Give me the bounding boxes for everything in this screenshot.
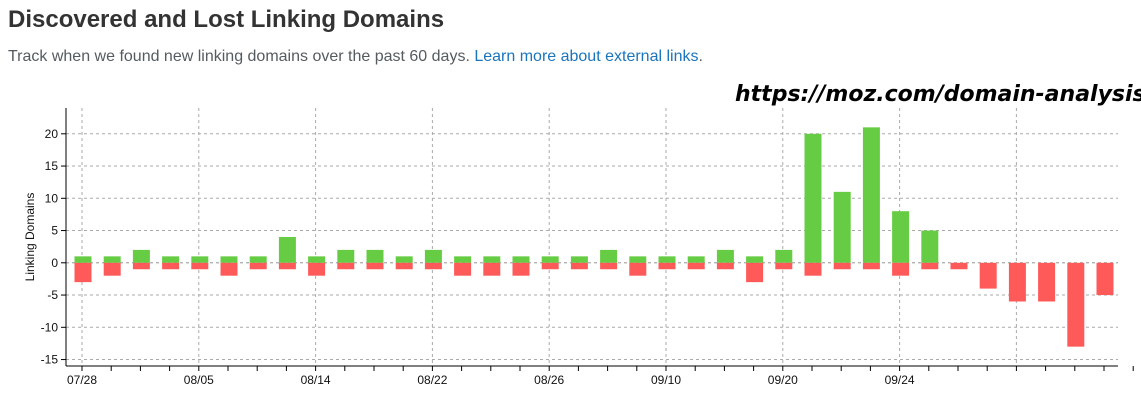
bar-lost xyxy=(658,262,676,270)
bar-lost xyxy=(220,262,238,276)
x-tick-label: 08/26 xyxy=(534,373,564,387)
x-tick-label: 08/14 xyxy=(301,373,331,387)
x-tick-label: 07/28 xyxy=(67,373,97,387)
bar-lost xyxy=(979,262,997,289)
y-tick-label: 20 xyxy=(45,127,59,141)
bar-gained xyxy=(162,256,180,263)
bar-gained xyxy=(775,249,793,263)
bar-gained xyxy=(833,191,851,263)
chart-bars xyxy=(74,127,1114,347)
bar-lost xyxy=(366,262,384,270)
bar-lost xyxy=(804,262,822,276)
bar-gained xyxy=(629,256,647,263)
x-tick-label: 08/05 xyxy=(184,373,214,387)
bar-lost xyxy=(424,262,442,270)
bar-lost xyxy=(337,262,355,270)
bar-gained xyxy=(483,256,501,263)
bar-gained xyxy=(337,249,355,263)
bar-gained xyxy=(249,256,267,263)
learn-more-link[interactable]: Learn more about external links xyxy=(474,48,699,65)
y-tick-label: 10 xyxy=(45,191,59,205)
bar-gained xyxy=(308,256,326,263)
bar-gained xyxy=(804,133,822,263)
bar-lost xyxy=(1008,262,1026,302)
y-tick-label: 5 xyxy=(51,224,58,238)
bar-gained xyxy=(454,256,472,263)
bar-gained xyxy=(512,256,530,263)
bar-gained xyxy=(716,249,734,263)
bar-gained xyxy=(424,249,442,263)
bar-lost xyxy=(570,262,588,270)
bar-lost xyxy=(1067,262,1085,347)
bar-lost xyxy=(629,262,647,276)
bar-lost xyxy=(103,262,121,276)
bar-gained xyxy=(366,249,384,263)
bar-gained xyxy=(74,256,92,263)
watermark-url: https://moz.com/domain-analysis xyxy=(735,82,1141,107)
bar-lost xyxy=(687,262,705,270)
header: Discovered and Lost Linking Domains Trac… xyxy=(8,4,1133,68)
bar-lost xyxy=(746,262,764,283)
bar-lost xyxy=(775,262,793,270)
x-tick-label: 09/20 xyxy=(768,373,798,387)
bar-lost xyxy=(950,262,968,270)
bar-gained xyxy=(658,256,676,263)
bar-lost xyxy=(921,262,939,270)
bar-lost xyxy=(278,262,296,270)
bar-lost xyxy=(541,262,559,270)
y-tick-label: -15 xyxy=(41,353,59,367)
bar-lost xyxy=(454,262,472,276)
bar-gained xyxy=(921,230,939,263)
bar-lost xyxy=(132,262,150,270)
subtitle-text: Track when we found new linking domains … xyxy=(8,48,470,65)
bar-gained xyxy=(541,256,559,263)
y-tick-label: -10 xyxy=(41,320,59,334)
bar-lost xyxy=(249,262,267,270)
page-subtitle: Track when we found new linking domains … xyxy=(8,46,1133,68)
bar-gained xyxy=(395,256,413,263)
x-tick-label: 08/22 xyxy=(417,373,447,387)
bar-gained xyxy=(746,256,764,263)
bar-gained xyxy=(220,256,238,263)
bar-gained xyxy=(570,256,588,263)
bar-lost xyxy=(1096,262,1114,296)
bar-gained xyxy=(103,256,121,263)
bar-gained xyxy=(687,256,705,263)
bar-lost xyxy=(512,262,530,276)
bar-gained xyxy=(191,256,209,263)
x-tick-label: 09/10 xyxy=(651,373,681,387)
bar-lost xyxy=(308,262,326,276)
y-tick-label: 0 xyxy=(51,256,58,270)
chart-axes: -15 -10 -5 0 5 10 15 20 07/28 08/05 08/14 08/22 08/2… xyxy=(41,108,1134,387)
bar-lost xyxy=(1038,262,1056,302)
bar-lost xyxy=(191,262,209,270)
bar-lost xyxy=(162,262,180,270)
subtitle-period: . xyxy=(698,48,703,65)
bar-gained xyxy=(132,249,150,263)
bar-gained xyxy=(862,127,880,263)
page-title: Discovered and Lost Linking Domains xyxy=(8,6,445,33)
bar-gained xyxy=(600,249,618,263)
bar-lost xyxy=(483,262,501,276)
chart-grid xyxy=(66,108,1118,366)
bar-lost xyxy=(892,262,910,276)
y-axis-label: Linking Domains xyxy=(23,193,37,282)
y-tick-label: -5 xyxy=(47,288,58,302)
bar-gained xyxy=(892,211,910,263)
bar-lost xyxy=(862,262,880,270)
y-tick-label: 15 xyxy=(45,159,59,173)
bar-gained xyxy=(278,237,296,263)
x-tick-label: 09/24 xyxy=(885,373,915,387)
bar-lost xyxy=(833,262,851,270)
bar-lost xyxy=(395,262,413,270)
bar-lost xyxy=(74,262,92,283)
bar-lost xyxy=(716,262,734,270)
bar-lost xyxy=(600,262,618,270)
